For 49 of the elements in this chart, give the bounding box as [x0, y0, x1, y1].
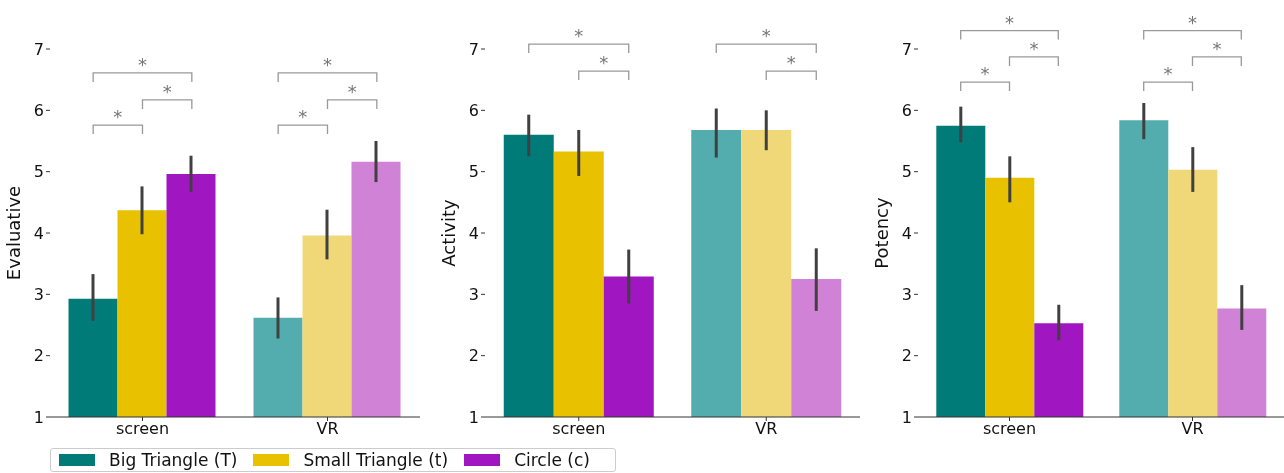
y-tick-label: 7: [901, 39, 912, 59]
text: *: [761, 25, 771, 47]
legend-label: Circle (c): [514, 450, 590, 470]
annotation: *: [1163, 63, 1173, 85]
x-tick-label: screen: [552, 419, 606, 439]
annotation: *: [138, 53, 147, 75]
y-tick-label: 1: [468, 407, 479, 427]
text: *: [574, 25, 584, 47]
annotation: *: [323, 53, 332, 75]
x-tick-label: VR: [755, 419, 778, 439]
legend-label: Big Triangle (T): [109, 450, 238, 470]
x-tick-label: VR: [1181, 419, 1204, 439]
y-tick-label: 4: [33, 223, 44, 243]
y-tick-label: 1: [901, 407, 912, 427]
y-tick-label: 5: [33, 162, 44, 182]
annotation: *: [599, 52, 609, 74]
text: *: [1188, 11, 1197, 33]
x-tick-label: VR: [316, 419, 339, 439]
y-tick-label: 2: [901, 346, 912, 366]
y-tick-label: 6: [901, 101, 912, 121]
y-tick-label: 5: [468, 162, 479, 182]
x-tick-label: screen: [982, 419, 1037, 439]
y-tick-label: 4: [901, 223, 912, 243]
y-tick-label: 1: [33, 407, 44, 427]
x-tick-label: screen: [115, 419, 170, 439]
annotation: *: [162, 80, 172, 102]
y-tick-label: 3: [33, 285, 44, 305]
annotation: *: [298, 106, 308, 128]
y-tick-label: 5: [901, 162, 912, 182]
annotation: *: [113, 106, 123, 128]
annotation: *: [1212, 37, 1222, 59]
y-axis-title: Activity: [438, 199, 459, 267]
y-tick-label: 2: [33, 346, 44, 366]
y-tick-label: 3: [901, 285, 912, 305]
y-tick-label: 6: [33, 101, 44, 121]
annotation: *: [347, 80, 357, 102]
y-axis-title: Evaluative: [3, 185, 24, 281]
annotation: *: [980, 63, 990, 85]
y-axis-title: Potency: [871, 197, 892, 269]
y-tick-label: 3: [468, 285, 479, 305]
y-tick-label: 2: [468, 346, 479, 366]
legend-label: Small Triangle (t): [303, 450, 449, 470]
y-tick-label: 7: [468, 39, 479, 59]
text: *: [1005, 11, 1014, 33]
y-tick-label: 4: [468, 223, 479, 243]
annotation: *: [786, 52, 796, 74]
y-tick-label: 7: [33, 39, 44, 59]
annotation: *: [1029, 37, 1039, 59]
y-tick-label: 6: [468, 101, 479, 121]
